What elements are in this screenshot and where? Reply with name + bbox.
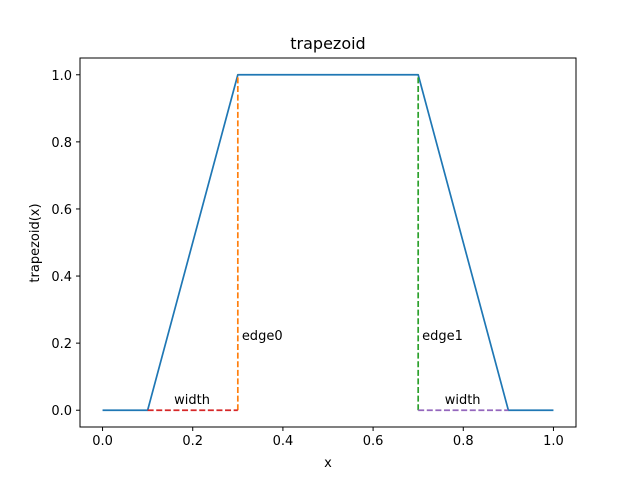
- axes-frame: [79, 57, 577, 428]
- plot-area: 0.0 0.2 0.4 0.6 0.8 1.0 0.0 0.2 0.4 0.6 0.8 1.0 edge…: [51, 57, 577, 449]
- x-tick-label: 0.0: [92, 434, 113, 449]
- y-tick-label: 1.0: [51, 69, 72, 84]
- y-tick-label: 0.0: [51, 404, 72, 419]
- x-tick-label: 0.4: [273, 434, 294, 449]
- y-tick-label: 0.2: [51, 337, 72, 352]
- annotation-label: edge0: [242, 329, 283, 344]
- x-axis-label: x: [324, 456, 332, 471]
- annotation-label: width: [445, 393, 481, 408]
- chart-title: trapezoid: [290, 34, 365, 53]
- y-axis-label: trapezoid(x): [28, 203, 43, 282]
- annotation-label: edge1: [422, 329, 463, 344]
- y-tick-label: 0.4: [51, 270, 72, 285]
- x-tick-label: 0.6: [363, 434, 384, 449]
- y-tick-label: 0.6: [51, 203, 72, 218]
- x-tick-label: 1.0: [543, 434, 564, 449]
- x-tick-label: 0.2: [182, 434, 203, 449]
- x-tick-label: 0.8: [453, 434, 474, 449]
- annotation-label: width: [174, 393, 210, 408]
- y-tick-label: 0.8: [51, 136, 72, 151]
- trapezoid-line: [102, 73, 554, 412]
